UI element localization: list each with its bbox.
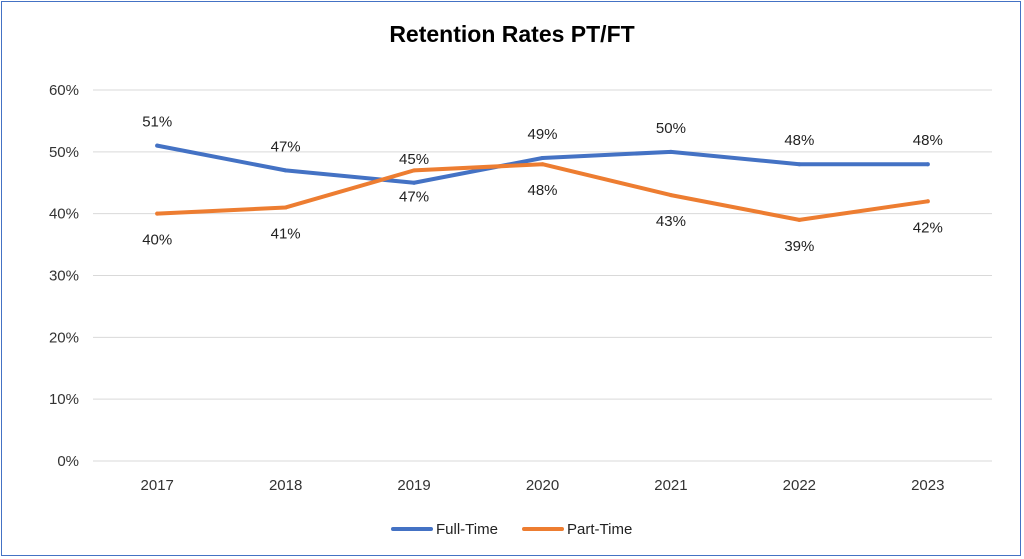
data-label: 50% bbox=[656, 120, 686, 137]
data-label: 40% bbox=[142, 232, 172, 249]
x-tick-label: 2020 bbox=[526, 477, 559, 494]
data-point bbox=[540, 156, 545, 161]
legend-label: Part-Time bbox=[567, 521, 632, 538]
data-label: 47% bbox=[271, 138, 301, 155]
y-tick-label: 10% bbox=[49, 391, 79, 408]
x-tick-label: 2021 bbox=[654, 477, 687, 494]
y-tick-label: 40% bbox=[49, 206, 79, 223]
data-label: 49% bbox=[527, 126, 557, 143]
data-label: 45% bbox=[399, 151, 429, 168]
data-label: 43% bbox=[656, 213, 686, 230]
data-label: 47% bbox=[399, 188, 429, 205]
x-tick-label: 2017 bbox=[141, 477, 174, 494]
data-label: 42% bbox=[913, 219, 943, 236]
x-tick-label: 2018 bbox=[269, 477, 302, 494]
data-point bbox=[155, 143, 160, 148]
data-label: 48% bbox=[913, 132, 943, 149]
y-tick-label: 0% bbox=[57, 453, 79, 470]
data-point bbox=[797, 217, 802, 222]
legend: Full-Time Part-Time bbox=[391, 521, 632, 538]
x-tick-label: 2023 bbox=[911, 477, 944, 494]
data-labels: 51% 47% 45% 49% 50% 48% 48% 40% 41% 47% 48% 43% 39% 4… bbox=[142, 114, 943, 255]
data-point bbox=[412, 168, 417, 173]
data-point bbox=[412, 180, 417, 185]
data-point bbox=[283, 205, 288, 210]
data-label: 41% bbox=[271, 225, 301, 242]
y-tick-label: 20% bbox=[49, 329, 79, 346]
data-point bbox=[283, 168, 288, 173]
chart-title: Retention Rates PT/FT bbox=[389, 21, 634, 47]
y-tick-label: 60% bbox=[49, 82, 79, 99]
data-point bbox=[668, 149, 673, 154]
x-tick-label: 2019 bbox=[397, 477, 430, 494]
data-point bbox=[668, 193, 673, 198]
data-point bbox=[540, 162, 545, 167]
data-label: 51% bbox=[142, 114, 172, 131]
data-point bbox=[155, 211, 160, 216]
data-label: 39% bbox=[784, 238, 814, 255]
data-point bbox=[925, 162, 930, 167]
y-tick-label: 30% bbox=[49, 268, 79, 285]
y-axis-ticks: 0% 10% 20% 30% 40% 50% 60% bbox=[49, 82, 79, 470]
x-axis-ticks: 2017 2018 2019 2020 2021 2022 2023 bbox=[141, 477, 945, 494]
legend-label: Full-Time bbox=[436, 521, 498, 538]
data-point bbox=[925, 199, 930, 204]
data-label: 48% bbox=[527, 182, 557, 199]
series-lines bbox=[155, 143, 930, 222]
data-label: 48% bbox=[784, 132, 814, 149]
gridlines bbox=[93, 89, 992, 462]
y-tick-label: 50% bbox=[49, 144, 79, 161]
x-tick-label: 2022 bbox=[783, 477, 816, 494]
data-point bbox=[797, 162, 802, 167]
